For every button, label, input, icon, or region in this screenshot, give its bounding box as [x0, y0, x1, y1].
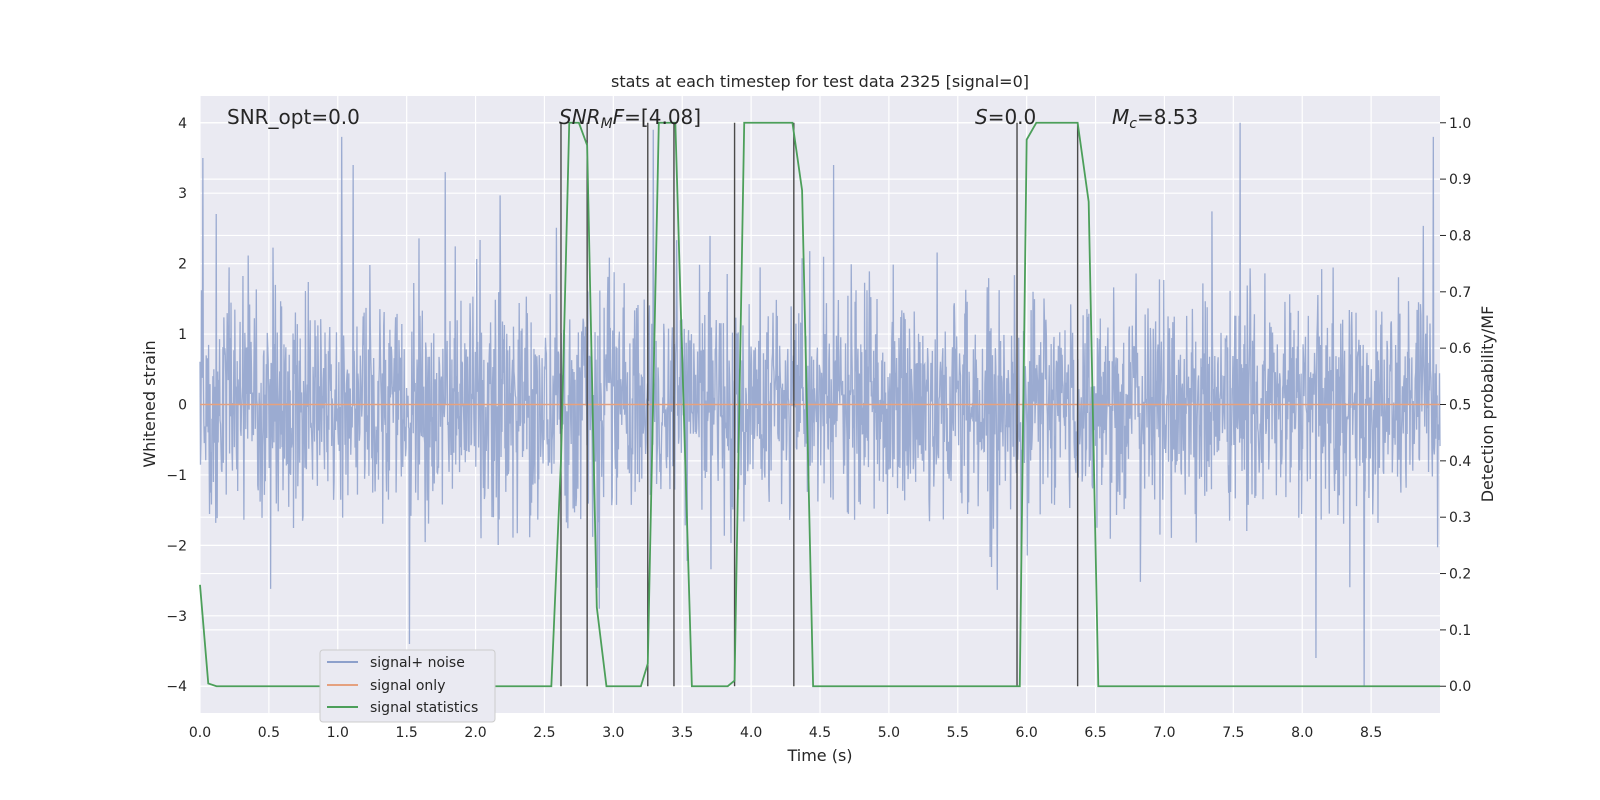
- series-signal-statistics: [199, 121, 1440, 688]
- signal-statistics-line: [199, 121, 1440, 688]
- x-tick-label: 7.0: [1153, 725, 1175, 741]
- chart-title: stats at each timestep for test data 232…: [611, 72, 1029, 91]
- y-tick-label: −2: [166, 538, 187, 554]
- mc-sub: c: [1129, 116, 1137, 132]
- x-tick-label: 8.0: [1291, 725, 1313, 741]
- y-right-tick-label: 0.9: [1449, 172, 1471, 188]
- x-tick-label: 5.0: [878, 725, 900, 741]
- legend-box: [319, 649, 496, 723]
- y-tick-label: −1: [166, 468, 187, 484]
- x-tick-label: 2.0: [464, 725, 486, 741]
- legend-label-signal-only: signal only: [370, 678, 445, 694]
- y-tick-label: −4: [166, 679, 187, 695]
- y-right-tick-label: 0.4: [1449, 454, 1471, 470]
- y-right-tick-label: 0.3: [1449, 510, 1471, 526]
- annotation-snr-opt: SNR_opt=0.0: [227, 105, 360, 129]
- s-value: =0.0: [988, 105, 1037, 129]
- x-tick-label: 8.5: [1360, 725, 1382, 741]
- y-right-tick-label: 0.5: [1449, 398, 1471, 414]
- y-right-tick-label: 0.8: [1449, 228, 1471, 244]
- annotation-snr-mf: SNRMF=[4.08]: [559, 105, 701, 132]
- y-right-axis-label: Detection probability/MF: [1478, 306, 1497, 503]
- x-tick-label: 5.5: [947, 725, 969, 741]
- vertical-markers: [560, 122, 1079, 687]
- snr-mf-prefix: SNR: [559, 105, 601, 129]
- x-tick-label: 7.5: [1222, 725, 1244, 741]
- x-axis-label: Time (s): [786, 746, 852, 765]
- x-tick-label: 3.0: [602, 725, 624, 741]
- x-tick-label: 1.5: [396, 725, 418, 741]
- legend-label-signal-noise: signal+ noise: [370, 655, 465, 671]
- annotation-s: S=0.0: [975, 105, 1036, 129]
- series-signal-noise: [199, 122, 1441, 687]
- y-tick-label: 1: [178, 327, 187, 343]
- x-tick-label: 1.0: [327, 725, 349, 741]
- y-tick-label: 4: [178, 116, 187, 132]
- x-tick-label: 3.5: [671, 725, 693, 741]
- snr-mf-sub: M: [601, 116, 613, 132]
- y-right-tick-label: 0.0: [1449, 679, 1471, 695]
- x-tick-label: 0.0: [189, 725, 211, 741]
- x-tick-label: 4.5: [809, 725, 831, 741]
- x-tick-label: 0.5: [258, 725, 280, 741]
- tick-labels: 0.0 0.5 1.0 1.5 2.0 2.5 3.0 3.5 4.0 4.5 5.0 5.5 6.0 6…: [166, 116, 1471, 741]
- y-right-tick-label: 0.1: [1449, 623, 1471, 639]
- annotation-mc: Mc=8.53: [1112, 105, 1198, 132]
- mc-symbol: M: [1112, 105, 1129, 129]
- legend-label-signal-statistics: signal statistics: [370, 700, 478, 716]
- x-tick-label: 2.5: [533, 725, 555, 741]
- snr-mf-value: =[4.08]: [624, 105, 701, 129]
- s-symbol: S: [975, 105, 988, 129]
- y-right-tick-label: 0.2: [1449, 567, 1471, 583]
- y-tick-label: 0: [178, 398, 187, 414]
- y-right-tick-label: 1.0: [1449, 116, 1471, 132]
- snr-mf-italic: F: [613, 105, 625, 129]
- x-tick-label: 6.0: [1016, 725, 1038, 741]
- y-tick-label: 3: [178, 186, 187, 202]
- mc-value: =8.53: [1137, 105, 1198, 129]
- legend: signal+ noise signal only signal statist…: [319, 649, 496, 723]
- y-tick-label: 2: [178, 257, 187, 273]
- signal-noise-line: [199, 122, 1441, 687]
- y-axis-label: Whitened strain: [140, 340, 159, 467]
- y-tick-label: −3: [166, 609, 187, 625]
- x-tick-label: 6.5: [1084, 725, 1106, 741]
- x-tick-label: 4.0: [740, 725, 762, 741]
- y-right-tick-label: 0.6: [1449, 341, 1471, 357]
- y-right-tick-label: 0.7: [1449, 285, 1471, 301]
